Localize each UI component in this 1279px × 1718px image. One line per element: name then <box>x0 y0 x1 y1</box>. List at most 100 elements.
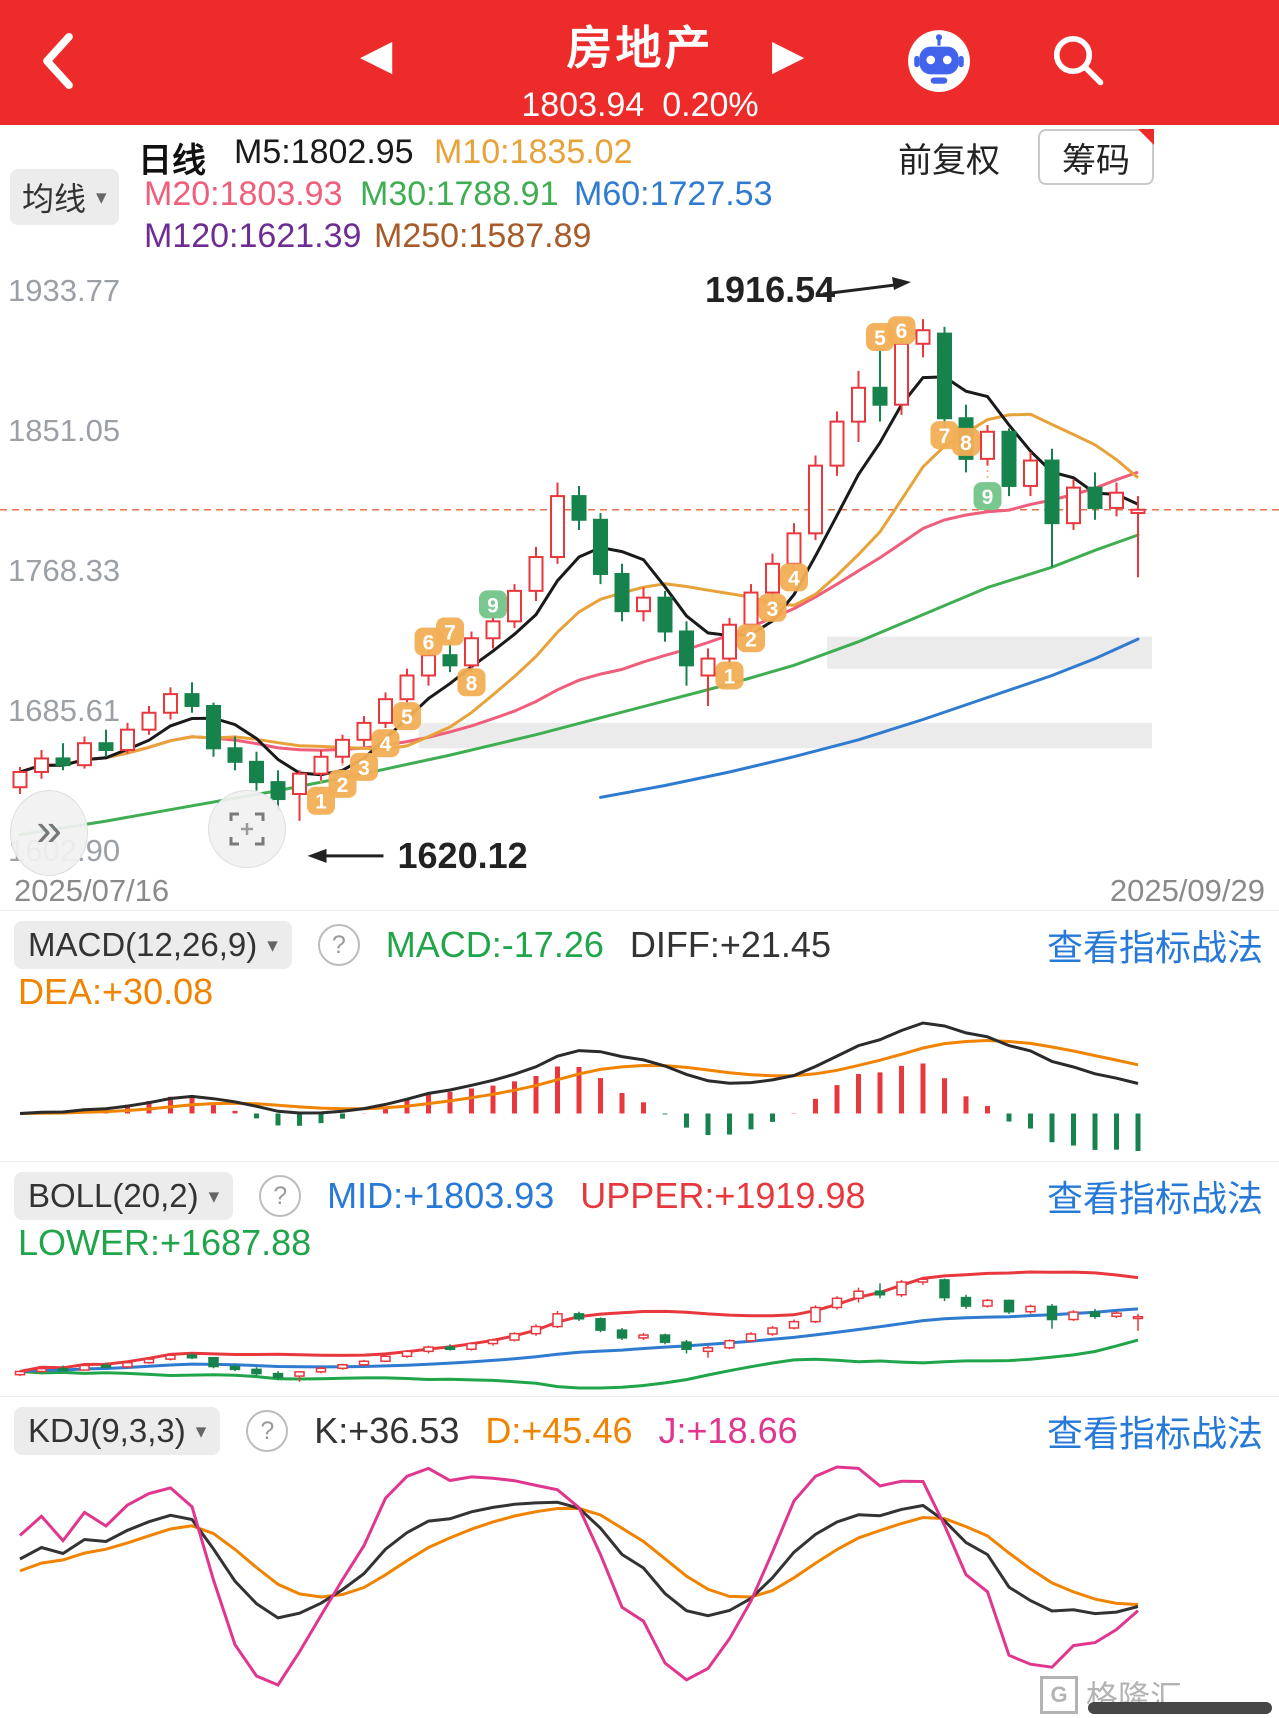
chart-toolbar: 日线 M5:1802.95 M10:1835.02 前复权 筹码 均线 ▾ M2… <box>0 125 1279 256</box>
candle <box>980 430 995 460</box>
svg-text:4: 4 <box>380 733 392 756</box>
boll-pill-label: BOLL(20,2) <box>28 1177 199 1214</box>
help-icon[interactable]: ? <box>246 1410 289 1452</box>
kdj-indicator-selector[interactable]: KDJ(9,3,3) ▾ <box>14 1407 221 1455</box>
boll-chart[interactable] <box>0 1264 1279 1396</box>
candle <box>614 572 630 613</box>
home-indicator <box>1088 1702 1272 1714</box>
candle <box>657 596 673 633</box>
candle <box>872 386 888 406</box>
indicator-strategy-link[interactable]: 查看指标战法 <box>1046 1178 1263 1219</box>
candle <box>485 620 501 640</box>
candle <box>829 420 845 467</box>
candle <box>227 747 243 763</box>
macd-panel-header: MACD(12,26,9) ▾ ? MACD:-17.26 DIFF:+21.4… <box>0 911 1279 971</box>
candle <box>163 693 178 714</box>
back-button[interactable] <box>36 28 80 94</box>
low-annotation: 1620.12 <box>398 835 528 872</box>
candle <box>421 654 436 677</box>
day-count-badge <box>307 786 335 815</box>
boll-lower-value: LOWER:+1687.88 <box>18 1222 312 1263</box>
candle <box>184 693 200 707</box>
kdj-panel-header: KDJ(9,3,3) ▾ ? K:+36.53 D:+45.46 J:+18.6… <box>0 1397 1279 1457</box>
candle <box>636 596 651 613</box>
dea-value: DEA:+30.08 <box>18 971 214 1012</box>
kdj-chart[interactable] <box>0 1457 1279 1695</box>
svg-text:3: 3 <box>358 757 370 780</box>
candle <box>399 674 415 701</box>
svg-text:2: 2 <box>337 774 349 797</box>
day-count-badge <box>887 316 916 345</box>
svg-text:5: 5 <box>401 706 413 729</box>
macd-indicator-selector[interactable]: MACD(12,26,9) ▾ <box>14 921 292 969</box>
search-icon[interactable] <box>1048 30 1108 90</box>
adjust-mode-button[interactable]: 前复权 <box>898 142 1000 180</box>
ma30-value: M30:1788.91 <box>360 175 559 213</box>
ai-assistant-icon[interactable] <box>906 28 972 94</box>
indicator-strategy-link[interactable]: 查看指标战法 <box>1046 1413 1263 1454</box>
candlestick-canvas[interactable]: 1933.771851.051768.331685.611602.9012345… <box>0 256 1279 872</box>
candle <box>937 332 952 420</box>
ma5-value: M5:1802.95 <box>234 133 414 171</box>
change-percent: 0.20% <box>662 86 759 124</box>
candle <box>1023 459 1038 487</box>
svg-text:2: 2 <box>745 628 757 651</box>
chips-button[interactable]: 筹码 <box>1038 129 1154 185</box>
candle <box>55 757 71 767</box>
current-price: 1803.94 <box>521 86 645 124</box>
caret-down-icon: ▾ <box>208 1184 220 1208</box>
macd-chart[interactable] <box>0 1013 1279 1161</box>
candle <box>894 342 909 406</box>
day-count-badge <box>758 593 787 622</box>
boll-panel: BOLL(20,2) ▾ ? MID:+1803.93 UPPER:+1919.… <box>0 1161 1279 1396</box>
candle <box>743 591 759 626</box>
boll-panel-subheader: LOWER:+1687.88 <box>0 1222 1279 1264</box>
candle <box>1001 430 1017 487</box>
day-count-badge <box>715 661 744 690</box>
day-count-badge <box>393 702 421 731</box>
candle <box>808 464 823 535</box>
watermark-logo: G <box>1040 1676 1078 1714</box>
day-count-badge <box>436 617 464 646</box>
kdj-d-value: D:+45.46 <box>485 1410 633 1451</box>
candle <box>507 589 522 623</box>
y-axis-label: 1851.05 <box>8 413 120 448</box>
candle <box>77 742 92 767</box>
prev-stock-button[interactable]: ◀ <box>360 31 393 78</box>
fullscreen-select-button[interactable] <box>208 790 286 868</box>
day-count-badge <box>866 323 894 352</box>
next-stock-button[interactable]: ▶ <box>772 31 805 78</box>
candle <box>1109 491 1124 509</box>
candle <box>722 623 737 660</box>
fast-forward-button[interactable]: » <box>10 790 88 876</box>
day-count-badge <box>930 421 959 450</box>
boll-upper-value: UPPER:+1919.98 <box>580 1175 866 1216</box>
y-axis-label: 1768.33 <box>8 553 120 588</box>
boll-mid-value: MID:+1803.93 <box>327 1175 555 1216</box>
dea-line <box>19 1038 1139 1115</box>
candle <box>571 495 587 521</box>
candle <box>679 630 694 667</box>
boll-mid-line <box>19 1307 1139 1373</box>
kdj-k-value: K:+36.53 <box>314 1410 460 1451</box>
indicator-strategy-link[interactable]: 查看指标战法 <box>1046 927 1263 968</box>
d-line <box>19 1506 1139 1606</box>
y-axis-label: 1685.61 <box>8 693 120 728</box>
boll-indicator-selector[interactable]: BOLL(20,2) ▾ <box>14 1172 234 1220</box>
help-icon[interactable]: ? <box>317 924 360 966</box>
period-label[interactable]: 日线 <box>138 142 206 180</box>
candle <box>378 698 393 724</box>
date-axis: 2025/07/16 2025/09/29 <box>0 872 1279 910</box>
candle <box>550 495 565 559</box>
day-count-badge <box>371 729 400 758</box>
kdj-panel: KDJ(9,3,3) ▾ ? K:+36.53 D:+45.46 J:+18.6… <box>0 1396 1279 1695</box>
ma-selector-dropdown[interactable]: 均线 ▾ <box>10 169 119 225</box>
caret-down-icon: ▾ <box>195 1419 207 1443</box>
help-icon[interactable]: ? <box>259 1175 302 1217</box>
diff-line <box>19 1021 1139 1115</box>
candle <box>1130 508 1146 515</box>
y-axis-label: 1933.77 <box>8 273 120 308</box>
candle <box>206 704 221 750</box>
macd-value: MACD:-17.26 <box>385 924 604 965</box>
day-count-badge <box>414 627 443 656</box>
